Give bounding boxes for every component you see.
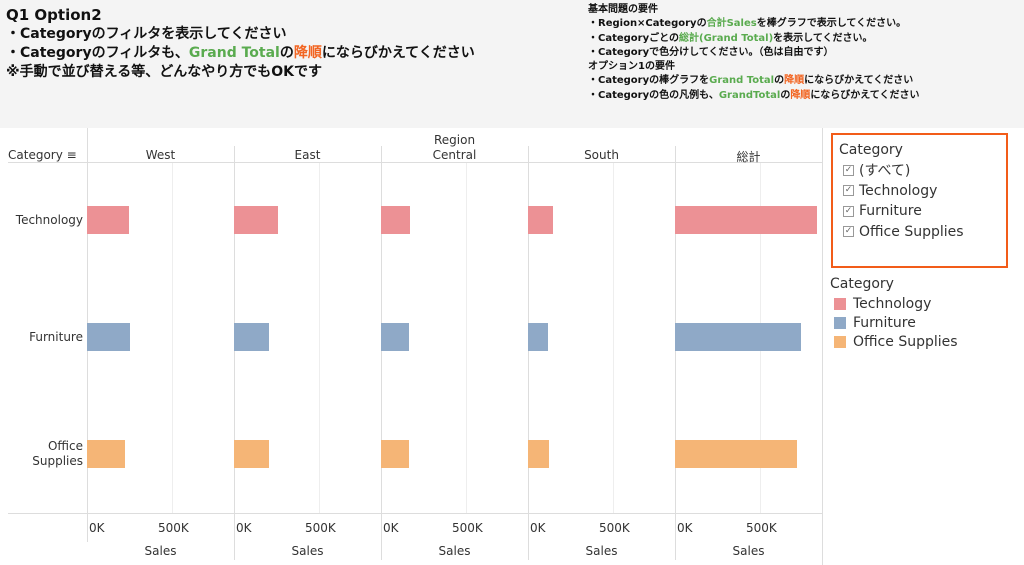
question-text: Q1 Option2 ・Categoryのフィルタを表示してください ・Cate… — [6, 6, 475, 82]
axis-title: Sales — [585, 544, 618, 558]
filter-item[interactable]: ✓ (すべて) — [839, 160, 1006, 181]
legend-item[interactable]: Office Supplies — [830, 332, 958, 351]
column-header: 総計 — [736, 150, 761, 164]
chart-right-border — [822, 128, 823, 565]
row-label: Technology — [15, 213, 83, 227]
column-header-region: Region — [434, 133, 476, 147]
sort-icon[interactable]: ≡ — [66, 148, 77, 162]
bar-office-supplies — [675, 440, 798, 468]
axis-tick-label: 0K — [236, 521, 252, 535]
bar-office-supplies — [234, 440, 270, 468]
color-legend: Category Technology Furniture Office Suppl… — [830, 276, 958, 351]
gridline-500k — [466, 163, 467, 513]
bar-furniture — [675, 323, 802, 351]
checkbox-checked-icon[interactable]: ✓ — [843, 164, 854, 176]
filter-item-label: Office Supplies — [859, 223, 964, 240]
column-header: South — [584, 148, 619, 162]
legend-title: Category — [830, 276, 894, 292]
legend-item[interactable]: Furniture — [830, 313, 958, 332]
axis-title: Sales — [438, 544, 471, 558]
instruction-line: ・Categoryのフィルタを表示してください — [6, 26, 287, 42]
gridline-500k — [172, 163, 173, 513]
row-label: Office Supplies — [32, 439, 83, 468]
axis-tick-label: 500K — [158, 521, 189, 535]
axis-tick-label: 0K — [89, 521, 105, 535]
bar-furniture — [381, 323, 409, 351]
axis-title: Sales — [144, 544, 177, 558]
checkbox-checked-icon[interactable]: ✓ — [843, 226, 854, 238]
filter-item-label: Furniture — [859, 203, 922, 220]
panel-divider — [675, 146, 676, 560]
checkbox-checked-icon[interactable]: ✓ — [843, 185, 854, 197]
filter-item[interactable]: ✓ Furniture — [839, 201, 1006, 222]
axis-tick-label: 500K — [305, 521, 336, 535]
axis-tick-label: 500K — [746, 521, 777, 535]
panel-divider — [381, 146, 382, 560]
legend-swatch — [834, 297, 846, 310]
bar-furniture — [528, 323, 548, 351]
gridline-500k — [319, 163, 320, 513]
legend-item-label: Office Supplies — [853, 333, 958, 350]
panel-divider — [528, 146, 529, 560]
legend-item-label: Technology — [853, 295, 932, 312]
bar-office-supplies — [87, 440, 125, 468]
column-header: Central — [432, 148, 477, 162]
bar-technology — [528, 206, 554, 234]
filter-item[interactable]: ✓ Technology — [839, 181, 1006, 202]
gridline-500k — [613, 163, 614, 513]
legend-swatch — [834, 335, 846, 348]
axis-tick-label: 0K — [677, 521, 693, 535]
requirements-text: 基本問題の要件 ・Region×Categoryの合計Salesを棒グラフで表示… — [588, 4, 920, 101]
bar-chart: Category ≡ Region West 0K 500K Sales East 0K 5… — [0, 128, 824, 565]
instruction-line: ・Categoryのフィルタも、Grand Totalの降順にならびかえてくださ… — [6, 45, 475, 61]
bar-furniture — [234, 323, 270, 351]
instruction-line: ※手動で並び替える等、どんなやり方でもOKです — [6, 64, 322, 80]
axis-line — [8, 513, 822, 514]
filter-item-label: (すべて) — [859, 163, 911, 180]
instructions-panel: Q1 Option2 ・Categoryのフィルタを表示してください ・Cate… — [0, 0, 1024, 128]
filter-title: Category — [839, 142, 903, 158]
checkbox-checked-icon[interactable]: ✓ — [843, 205, 854, 217]
legend-swatch — [834, 316, 846, 329]
column-header: East — [294, 148, 321, 162]
filter-item[interactable]: ✓ Office Supplies — [839, 222, 1006, 243]
bar-technology — [675, 206, 818, 234]
bar-furniture — [87, 323, 130, 351]
legend-item[interactable]: Technology — [830, 294, 958, 313]
axis-title: Sales — [732, 544, 765, 558]
axis-tick-label: 0K — [383, 521, 399, 535]
panel-divider — [234, 146, 235, 560]
bar-technology — [87, 206, 129, 234]
category-filter: Category ✓ (すべて) ✓ Technology ✓ Furniture ✓ Off… — [831, 133, 1008, 268]
bar-technology — [381, 206, 410, 234]
question-title: Q1 Option2 — [6, 6, 102, 24]
row-header-category[interactable]: Category ≡ — [8, 148, 77, 162]
legend-item-label: Furniture — [853, 314, 916, 331]
column-header: West — [145, 148, 176, 162]
header-divider — [8, 162, 822, 163]
axis-tick-label: 0K — [530, 521, 546, 535]
bar-office-supplies — [528, 440, 550, 468]
row-label: Furniture — [29, 330, 83, 344]
bar-technology — [234, 206, 279, 234]
axis-tick-label: 500K — [452, 521, 483, 535]
filter-item-label: Technology — [859, 182, 938, 199]
axis-tick-label: 500K — [599, 521, 630, 535]
axis-title: Sales — [291, 544, 324, 558]
bar-office-supplies — [381, 440, 410, 468]
